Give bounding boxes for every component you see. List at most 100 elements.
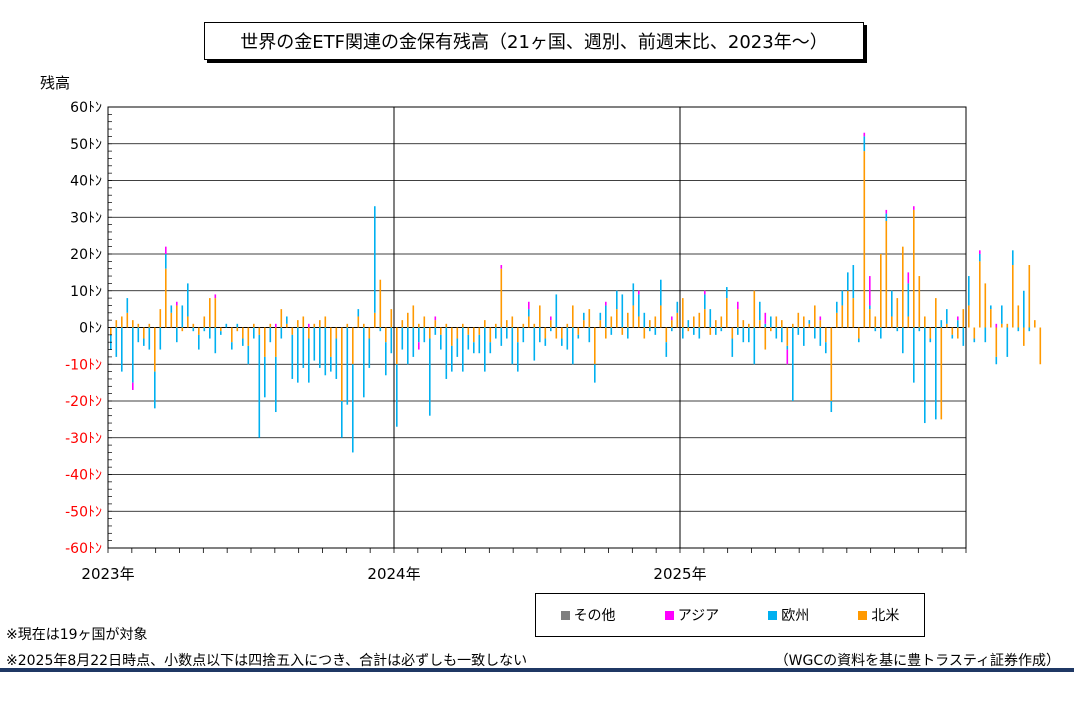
bar-欧州 [748,327,750,343]
bar-北米 [374,312,376,328]
bar-北米 [110,327,112,335]
bar-アジア [500,265,503,269]
bar-北米 [704,309,706,328]
bar-北米 [203,316,206,328]
bar-北米 [632,305,635,328]
bar-北米 [583,320,585,328]
bar-欧州 [709,309,712,328]
bar-欧州 [390,327,393,354]
bar-欧州 [247,345,250,365]
bar-欧州 [385,342,387,376]
bar-北米 [654,316,657,328]
bar-北米 [533,323,536,328]
bar-欧州 [324,327,327,376]
bar-北米 [781,320,783,328]
bar-北米 [555,327,558,339]
bar-欧州 [115,327,118,357]
bar-欧州 [984,327,987,343]
bar-北米 [379,279,382,328]
legend-label: その他 [573,608,616,624]
bar-北米 [247,327,250,346]
bar-北米 [396,327,398,365]
bar-北米 [726,298,728,328]
bar-欧州 [159,327,162,350]
bar-北米 [440,327,442,335]
bar-欧州 [187,283,189,317]
bar-欧州 [1001,305,1003,324]
bar-北米 [258,327,261,335]
bar-欧州 [148,327,151,350]
bar-アジア [764,312,767,324]
bar-欧州 [478,334,481,354]
y-tick-label: -20ﾄﾝ [65,394,102,410]
bar-欧州 [588,327,591,343]
bar-アジア [863,132,866,137]
bar-北米 [280,309,283,328]
bar-欧州 [495,327,497,339]
bar-北米 [588,309,591,328]
bar-欧州 [225,323,228,328]
bar-北米 [1001,323,1003,328]
bar-欧州 [335,338,338,379]
bar-欧州 [951,334,954,339]
bar-北米 [775,316,778,328]
bar-北米 [401,320,404,328]
bar-北米 [671,320,673,328]
bar-北米 [1006,323,1009,328]
bar-北米 [660,305,662,328]
bar-欧州 [852,265,855,299]
bar-北米 [649,320,651,328]
bar-欧州 [638,294,640,317]
bar-北米 [330,327,332,357]
bar-アジア [885,209,888,214]
bar-欧州 [407,327,409,365]
bar-北米 [830,327,833,401]
bar-北米 [528,316,530,328]
bar-アジア [165,246,167,254]
bar-欧州 [929,338,932,343]
bar-欧州 [302,327,305,368]
bar-欧州 [506,327,508,339]
bar-欧州 [665,342,668,357]
bar-欧州 [473,342,475,354]
bar-北米 [693,316,695,328]
bar-欧州 [341,401,343,438]
bar-欧州 [352,364,354,453]
bar-欧州 [869,305,871,310]
bar-欧州 [698,327,701,339]
bar-北米 [467,327,470,335]
bar-欧州 [797,327,800,335]
bar-欧州 [291,334,294,379]
bar-欧州 [176,327,178,343]
bar-北米 [880,254,882,328]
bar-欧州 [753,327,756,365]
bar-北米 [176,305,178,328]
bar-北米 [236,327,239,332]
bar-北米 [286,323,288,328]
bar-北米 [819,320,822,328]
bar-北米 [137,323,140,328]
y-axis-label: 残高 [40,74,70,92]
bar-欧州 [253,327,255,339]
bar-北米 [390,309,393,328]
bar-北米 [929,327,932,339]
bar-北米 [1039,327,1042,365]
bar-北米 [418,323,420,328]
bar-欧州 [715,327,717,335]
bar-欧州 [429,338,431,416]
bar-北米 [132,320,134,328]
bar-北米 [610,316,613,328]
bar-欧州 [440,334,442,350]
bar-北米 [896,298,899,328]
bar-欧州 [957,320,959,328]
bar-北米 [473,327,475,343]
bar-欧州 [643,312,646,328]
bar-欧州 [231,342,233,350]
bar-北米 [423,316,426,328]
bar-北米 [484,320,486,328]
bar-北米 [797,312,800,328]
bar-欧州 [550,327,552,332]
bar-欧州 [511,327,514,365]
bar-欧州 [517,342,519,372]
bar-北米 [605,327,607,339]
